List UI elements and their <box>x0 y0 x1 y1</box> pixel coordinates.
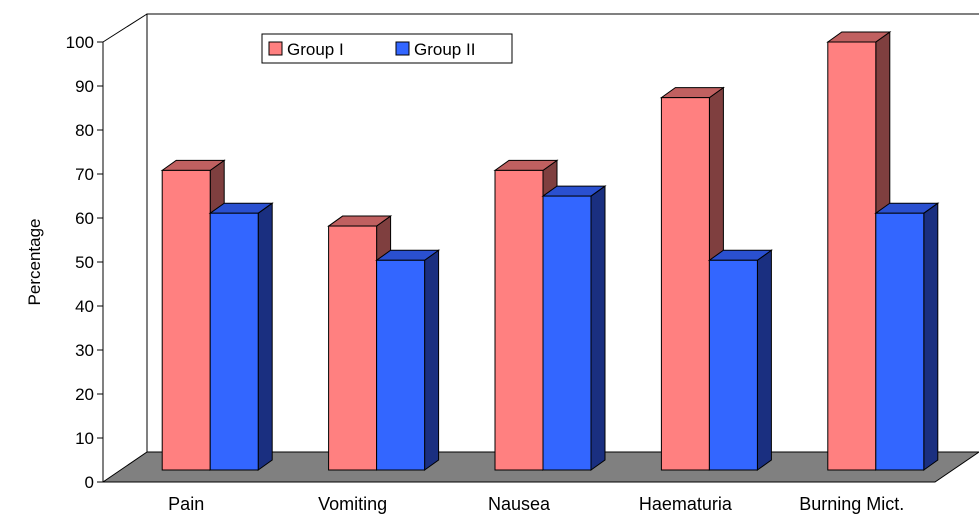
y-tick-label: 100 <box>66 33 94 52</box>
legend-label-group-1: Group I <box>287 40 344 59</box>
bar-side-face <box>424 249 440 471</box>
category-labels: Pain Vomiting Nausea Haematuria Burning Mict… <box>168 494 904 514</box>
bars <box>160 31 940 471</box>
bar-front-face <box>494 169 544 471</box>
bar-front-face <box>209 212 259 471</box>
bar-side-face <box>590 185 606 471</box>
bar-front-face <box>376 259 426 471</box>
x-category-label-nausea: Nausea <box>488 494 551 514</box>
bar-front-face <box>161 169 211 471</box>
bar-group-ii-nausea <box>541 185 607 471</box>
left-wall-top-edge <box>102 13 148 43</box>
y-tick-label: 0 <box>85 473 94 492</box>
y-tick-label: 80 <box>75 121 94 140</box>
bar-group-ii-vomiting <box>375 249 441 471</box>
bar-front-face <box>328 225 378 471</box>
bar-side-face <box>257 202 273 471</box>
legend: Group I Group II <box>261 33 513 64</box>
x-category-label-burning-mict: Burning Mict. <box>799 494 904 514</box>
y-tick-label: 30 <box>75 341 94 360</box>
bar-front-face <box>827 41 877 471</box>
legend-label-group-2: Group II <box>414 40 475 59</box>
y-tick-label: 60 <box>75 209 94 228</box>
legend-swatch-group-1 <box>268 41 283 56</box>
bar-side-face <box>923 202 939 471</box>
y-tick-label: 50 <box>75 253 94 272</box>
y-tick-label: 10 <box>75 429 94 448</box>
legend-box <box>261 33 513 64</box>
bar-front-face <box>660 97 710 471</box>
x-category-label-haematuria: Haematuria <box>639 494 733 514</box>
y-tick-label: 90 <box>75 77 94 96</box>
x-category-label-pain: Pain <box>168 494 204 514</box>
bar-group-ii-haematuria <box>707 249 773 471</box>
bar-front-face <box>708 259 758 471</box>
legend-swatch-group-2 <box>395 41 410 56</box>
bar-side-face <box>756 249 772 471</box>
y-tick-label: 40 <box>75 297 94 316</box>
y-tick-label: 70 <box>75 165 94 184</box>
y-tick-label: 20 <box>75 385 94 404</box>
bar-group-ii-pain <box>208 202 274 471</box>
y-axis-ticks: 0 10 20 30 40 50 60 70 80 90 100 <box>66 33 103 492</box>
bar-group-ii-burning-mict <box>874 202 940 471</box>
y-axis-title: Percentage <box>25 219 44 306</box>
bar-front-face <box>875 212 925 471</box>
bar-front-face <box>542 195 592 471</box>
x-category-label-vomiting: Vomiting <box>318 494 387 514</box>
